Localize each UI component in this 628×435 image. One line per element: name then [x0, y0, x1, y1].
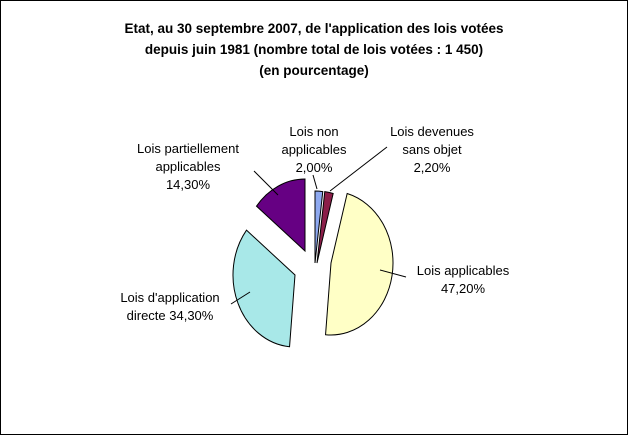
chart-title-line-2: depuis juin 1981 (nombre total de lois v…	[144, 42, 484, 57]
slice-label-line: directe 34,30%	[126, 308, 214, 323]
chart-title-line-1: Etat, au 30 septembre 2007, de l'applica…	[124, 21, 504, 36]
slice-non-applicables	[314, 190, 324, 264]
slice-label-line: Lois partiellement	[137, 141, 239, 156]
slice-label-sans-objet: Lois devenues sans objet 2,20%	[379, 123, 485, 177]
leader-line-partiellement	[253, 170, 279, 196]
slice-label-line: 2,20%	[413, 160, 451, 175]
slice-label-application-directe: Lois d'application directe 34,30%	[105, 289, 235, 325]
slice-label-line: Lois d'application	[120, 290, 220, 305]
slice-label-line: Lois devenues	[390, 124, 474, 139]
leader-line-sans-objet	[329, 146, 388, 192]
slice-label-line: Lois non	[289, 124, 339, 139]
slice-label-line: sans objet	[402, 142, 462, 157]
leader-line-non-applicables	[312, 174, 318, 190]
slice-label-line: 14,30%	[165, 177, 211, 192]
slice-label-line: 2,00%	[295, 160, 333, 175]
slice-label-partiellement: Lois partiellement applicables 14,30%	[123, 140, 253, 194]
slice-sans-objet	[316, 191, 334, 264]
slice-label-line: applicables	[281, 142, 347, 157]
slice-label-non-applicables: Lois non applicables 2,00%	[271, 123, 357, 177]
slice-label-line: applicables	[155, 159, 221, 174]
chart-title: Etat, au 30 septembre 2007, de l'applica…	[1, 18, 627, 81]
chart-title-line-3: (en pourcentage)	[259, 63, 369, 78]
slice-label-line: 47,20%	[440, 281, 486, 296]
slice-label-applicables: Lois applicables 47,20%	[401, 262, 525, 298]
slice-label-line: Lois applicables	[416, 263, 510, 278]
slice-applicables	[325, 192, 394, 336]
slice-application-directe	[232, 229, 296, 348]
leader-line-application-directe	[230, 291, 251, 305]
leader-line-applicables	[379, 269, 407, 278]
slice-partiellement	[255, 178, 306, 253]
